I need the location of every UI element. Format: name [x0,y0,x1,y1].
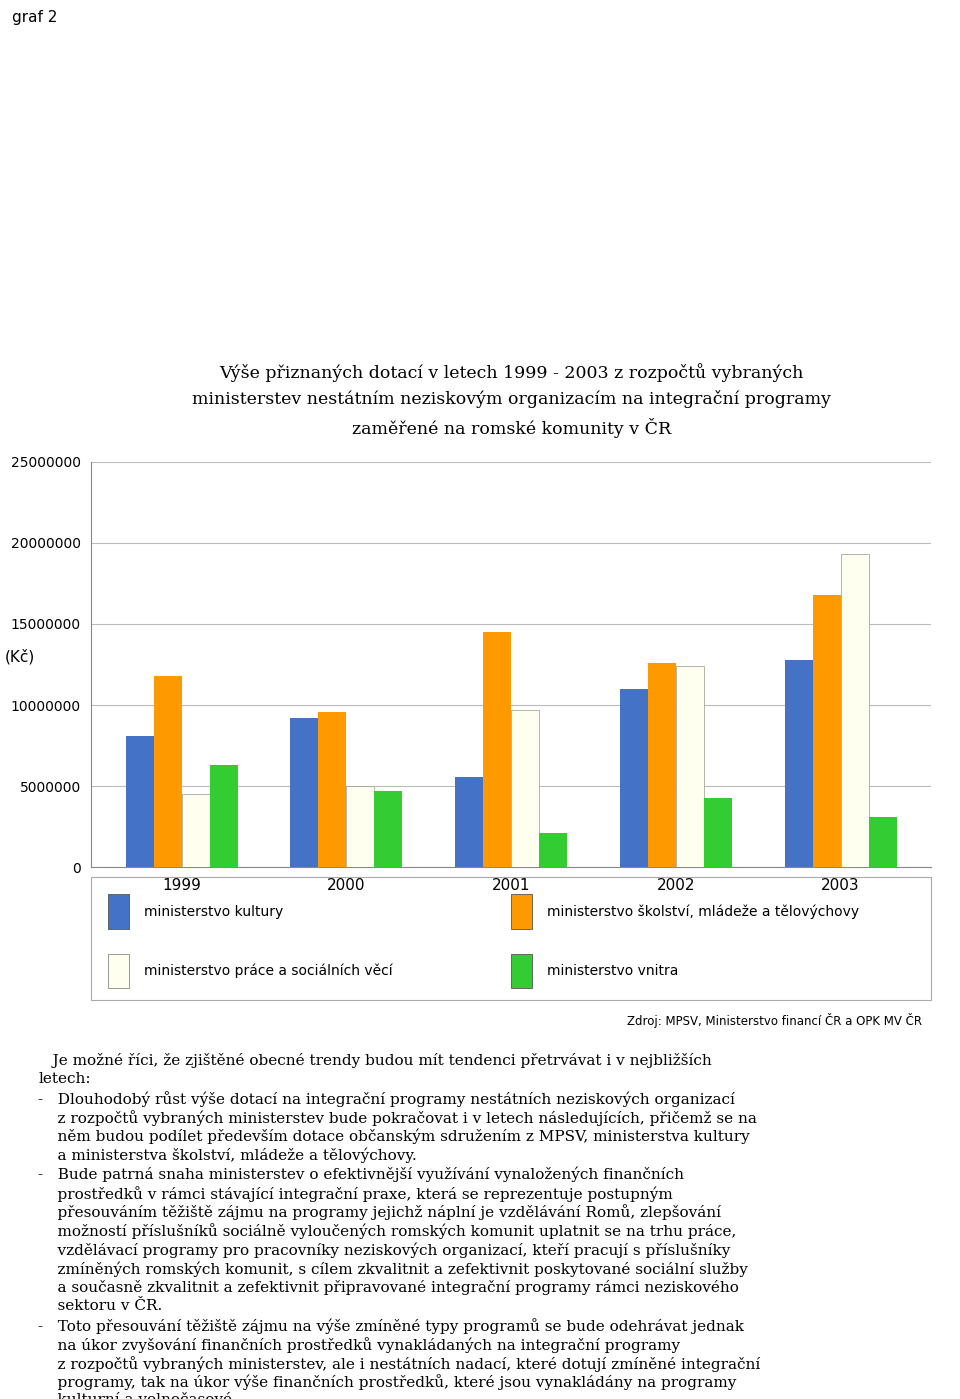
Text: prostředků v rámci stávající integrační praxe, která se reprezentuje postupným: prostředků v rámci stávající integrační … [38,1186,673,1202]
Text: a současně zkvalitnit a zefektivnit připravované integrační programy rámci nezis: a současně zkvalitnit a zefektivnit přip… [38,1280,739,1295]
Text: ministerstvo vnitra: ministerstvo vnitra [547,964,679,978]
Bar [648,663,676,867]
Text: a ministerstva školství, mládeže a tělovýchovy.: a ministerstva školství, mládeže a tělov… [38,1147,418,1164]
Text: možností příslušníků sociálně vyloučených romských komunit uplatnit se na trhu p: možností příslušníků sociálně vyloučenýc… [38,1223,736,1240]
Text: ministerstvo kultury: ministerstvo kultury [144,905,283,919]
Text: ministerstvo práce a sociálních věcí: ministerstvo práce a sociálních věcí [144,964,393,978]
Text: Zdroj: MPSV, Ministerstvo financí ČR a OPK MV ČR: Zdroj: MPSV, Ministerstvo financí ČR a O… [627,1013,922,1028]
Bar [108,894,129,929]
Text: programy, tak na úkor výše finančních prostředků, které jsou vynakládány na prog: programy, tak na úkor výše finančních pr… [38,1374,736,1391]
Bar [620,688,648,867]
Bar [676,666,704,867]
Bar [455,776,483,867]
Title: Výše přiznaných dotací v letech 1999 - 2003 z rozpočtů vybraných
ministerstev ne: Výše přiznaných dotací v letech 1999 - 2… [192,362,830,438]
Text: na úkor zvyšování finančních prostředků vynakládaných na integrační programy: na úkor zvyšování finančních prostředků … [38,1337,681,1353]
Bar [784,660,812,867]
Bar [108,954,129,988]
Text: něm budou podílet především dotace občanským sdružením z MPSV, ministerstva kult: něm budou podílet především dotace občan… [38,1129,750,1144]
Text: zmíněných romských komunit, s cílem zkvalitnit a zefektivnit poskytované sociáln: zmíněných romských komunit, s cílem zkva… [38,1262,748,1277]
Bar [511,894,532,929]
Text: letech:: letech: [38,1072,91,1087]
Bar [512,709,540,867]
Text: Je možné říci, že zjištěné obecné trendy budou mít tendenci přetrvávat i v nejbl: Je možné říci, že zjištěné obecné trendy… [38,1053,712,1069]
Bar [210,765,238,867]
Text: přesouváním těžiště zájmu na programy jejichž náplní je vzdělávání Romů, zlepšov: přesouváním těžiště zájmu na programy je… [38,1205,721,1220]
Bar [181,795,210,867]
Bar [841,554,869,867]
Bar [483,632,512,867]
Text: -   Toto přesouvání těžiště zájmu na výše zmíněné typy programů se bude odehráva: - Toto přesouvání těžiště zájmu na výše … [38,1318,744,1333]
Bar [511,954,532,988]
Bar [347,786,374,867]
Text: -   Dlouhodobý růst výše dotací na integrační programy nestátních neziskových or: - Dlouhodobý růst výše dotací na integra… [38,1091,735,1107]
Y-axis label: (Kč): (Kč) [5,649,35,665]
Bar [812,595,841,867]
Text: vzdělávací programy pro pracovníky neziskových organizací, kteří pracují s přísl: vzdělávací programy pro pracovníky nezis… [38,1242,731,1258]
Text: ministerstvo školství, mládeže a tělovýchovy: ministerstvo školství, mládeže a tělovýc… [547,904,859,919]
Bar [154,676,181,867]
Text: graf 2: graf 2 [12,10,58,25]
Text: z rozpočtů vybraných ministerstev, ale i nestátních nadací, které dotují zmíněné: z rozpočtů vybraných ministerstev, ale i… [38,1356,760,1371]
Bar [126,736,154,867]
Bar [869,817,897,867]
Text: kulturní a volnočasové: kulturní a volnočasové [38,1393,232,1399]
Bar [704,797,732,867]
Text: sektoru v ČR.: sektoru v ČR. [38,1298,162,1314]
Bar [291,718,319,867]
Text: z rozpočtů vybraných ministerstev bude pokračovat i v letech následujících, přič: z rozpočtů vybraných ministerstev bude p… [38,1111,757,1126]
Bar [374,790,402,867]
Bar [319,712,347,867]
Text: -   Bude patrná snaha ministerstev o efektivnější využívání vynaložených finančn: - Bude patrná snaha ministerstev o efekt… [38,1167,684,1182]
Bar [540,834,567,867]
